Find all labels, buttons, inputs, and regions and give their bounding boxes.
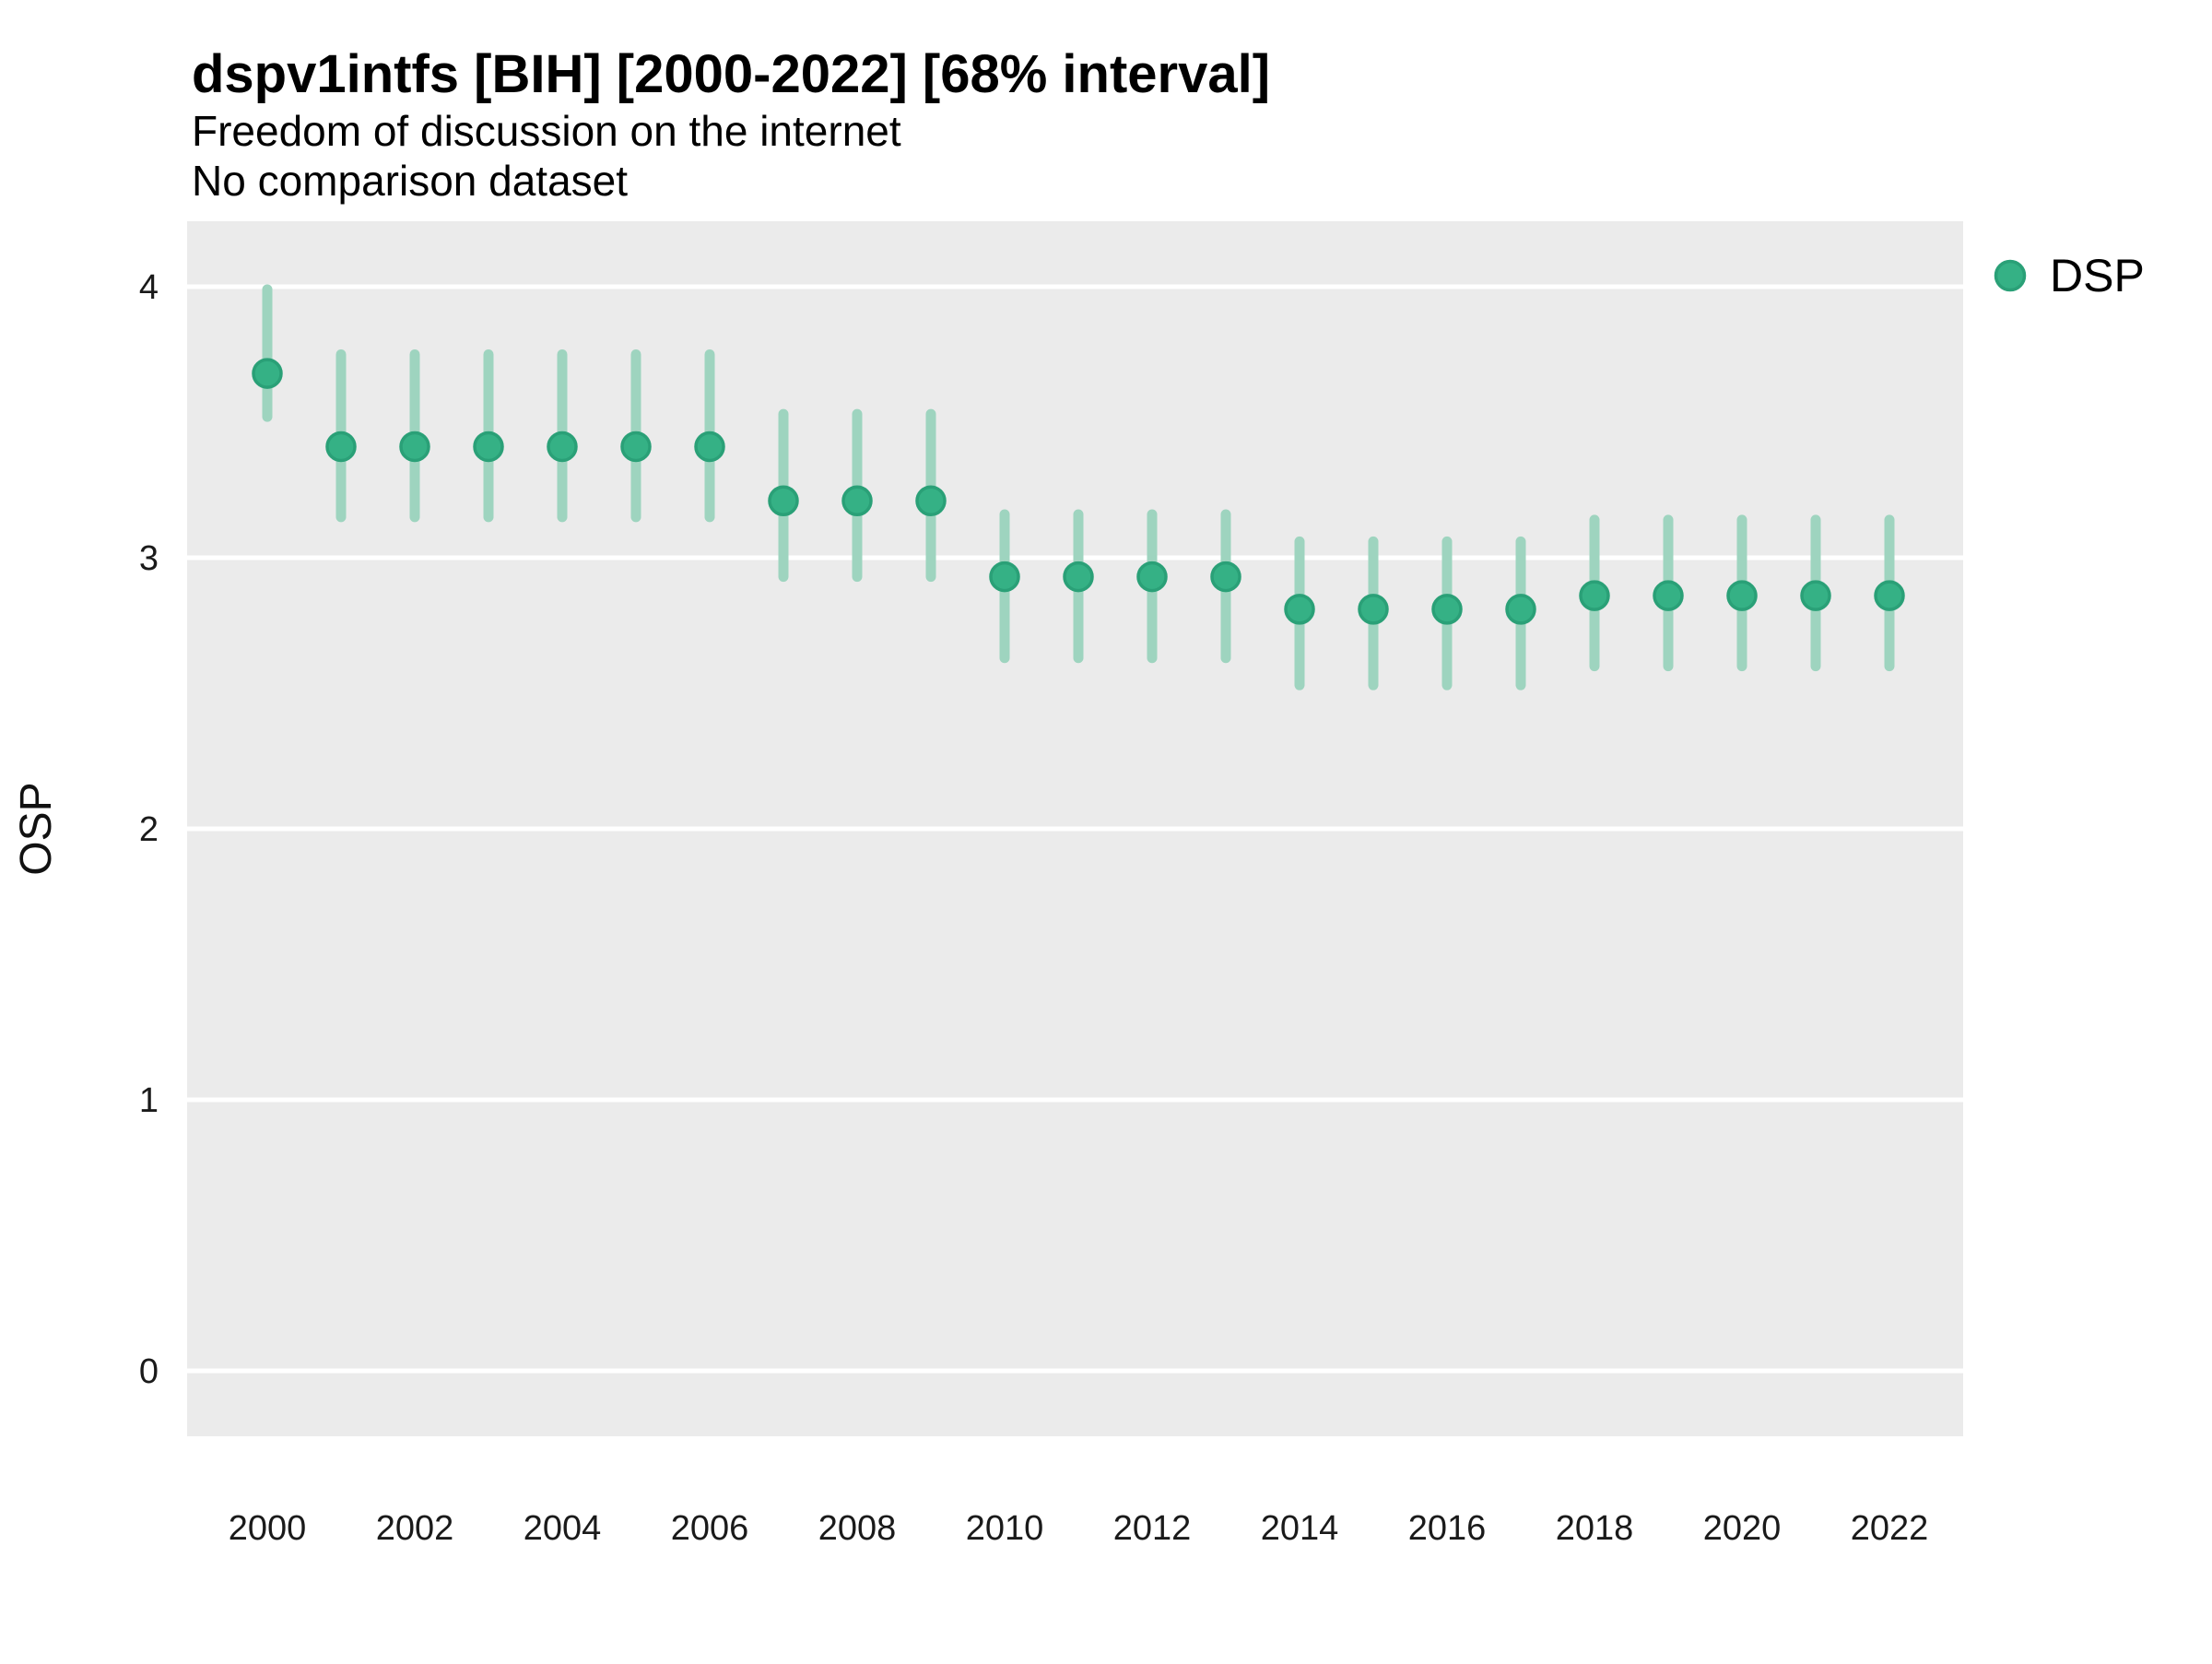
estimate-point-2003 — [473, 431, 504, 463]
chart-title: dspv1intfs [BIH] [2000-2022] [68% interv… — [192, 44, 1270, 104]
estimate-point-2014 — [1284, 594, 1315, 625]
estimate-point-2002 — [399, 431, 430, 463]
y-tick-label-3: 3 — [139, 539, 159, 578]
estimate-point-2022 — [1874, 580, 1905, 611]
x-tick-label-2012: 2012 — [1113, 1509, 1192, 1548]
chart-subtitle: Freedom of discussion on the internet — [192, 107, 901, 155]
legend-dsp-label: DSP — [2050, 250, 2145, 301]
estimate-point-2018 — [1579, 580, 1610, 611]
x-tick-label-2000: 2000 — [229, 1509, 307, 1548]
estimate-points — [252, 358, 1905, 625]
estimate-point-2004 — [547, 431, 578, 463]
estimate-point-2008 — [841, 485, 873, 517]
estimate-point-2009 — [915, 485, 947, 517]
x-tick-label-2004: 2004 — [524, 1509, 602, 1548]
estimate-point-2020 — [1726, 580, 1758, 611]
y-tick-label-4: 4 — [139, 268, 159, 307]
x-tick-label-2014: 2014 — [1261, 1509, 1339, 1548]
chart-subtitle-2: No comparison dataset — [192, 157, 628, 205]
estimate-point-2005 — [620, 431, 652, 463]
legend: DSP — [1994, 250, 2145, 301]
estimate-point-2012 — [1136, 561, 1168, 593]
y-tick-label-2: 2 — [139, 810, 159, 849]
x-tick-label-2016: 2016 — [1408, 1509, 1487, 1548]
estimate-point-2021 — [1800, 580, 1831, 611]
estimate-point-2013 — [1210, 561, 1241, 593]
estimate-point-2001 — [325, 431, 357, 463]
y-axis-tick-labels: 0 1 2 3 4 — [139, 268, 159, 1391]
estimate-point-2011 — [1063, 561, 1094, 593]
y-axis-title: OSP — [12, 782, 61, 875]
estimate-point-2007 — [768, 485, 799, 517]
legend-dsp-marker — [1994, 259, 2027, 292]
y-tick-label-1: 1 — [139, 1081, 159, 1120]
x-tick-label-2020: 2020 — [1703, 1509, 1782, 1548]
x-tick-label-2010: 2010 — [966, 1509, 1044, 1548]
estimate-point-2010 — [989, 561, 1020, 593]
estimate-point-2017 — [1505, 594, 1536, 625]
estimate-point-2016 — [1431, 594, 1463, 625]
x-tick-label-2002: 2002 — [376, 1509, 454, 1548]
y-tick-label-0: 0 — [139, 1352, 159, 1391]
x-tick-label-2018: 2018 — [1556, 1509, 1634, 1548]
x-tick-label-2006: 2006 — [671, 1509, 749, 1548]
x-tick-label-2008: 2008 — [818, 1509, 897, 1548]
x-tick-label-2022: 2022 — [1851, 1509, 1929, 1548]
estimate-point-2015 — [1358, 594, 1389, 625]
estimate-point-2006 — [694, 431, 725, 463]
x-axis-tick-labels: 2000 2002 2004 2006 2008 2010 2012 2014 2016 2018… — [229, 1509, 1929, 1548]
estimate-point-2000 — [252, 358, 283, 389]
estimate-point-2019 — [1653, 580, 1684, 611]
